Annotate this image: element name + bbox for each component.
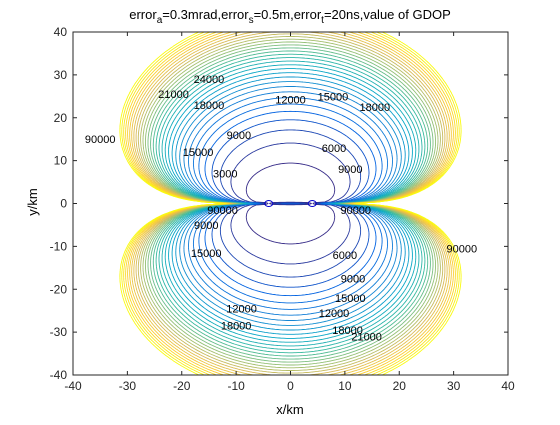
station-marker — [307, 200, 317, 207]
x-tick-label: -20 — [173, 379, 191, 393]
contour-label: 18000 — [359, 102, 390, 114]
contour-lines — [119, 32, 462, 375]
contour-label: 21000 — [351, 331, 382, 343]
contour-label: 21000 — [158, 89, 189, 101]
chart-title: errora=0.3mrad,errors=0.5m,errort=20ns,v… — [129, 7, 451, 26]
y-axis-ticks: -40 -30 -20 -10 0 10 20 30 40 — [50, 25, 508, 382]
contour-line-99000 — [119, 32, 462, 375]
contour-line-21000 — [192, 97, 389, 310]
x-axis-ticks: -40 -30 -20 -10 0 10 20 30 40 — [64, 32, 515, 393]
contour-label: 90000 — [446, 244, 477, 256]
x-tick-label: -10 — [227, 379, 245, 393]
contour-label: 15000 — [191, 248, 222, 260]
contour-label: 9000 — [338, 164, 362, 176]
contour-label: 18000 — [221, 321, 252, 333]
y-tick-label: 30 — [54, 68, 68, 82]
contour-label: 12000 — [319, 308, 350, 320]
contour-label: 6000 — [322, 143, 346, 155]
x-tick-label: 40 — [501, 379, 515, 393]
x-tick-label: 0 — [287, 379, 294, 393]
y-tick-label: 10 — [54, 154, 68, 168]
contour-label: 6000 — [333, 250, 357, 262]
x-tick-label: -40 — [64, 379, 82, 393]
x-tick-label: -30 — [119, 379, 137, 393]
contour-labels: 12000 15000180002100024000180001500090006… — [85, 74, 477, 343]
y-tick-label: -20 — [50, 282, 68, 296]
y-tick-label: 40 — [54, 25, 68, 39]
contour-line-15000 — [204, 110, 377, 297]
station-marker — [264, 200, 274, 207]
x-tick-label: 20 — [393, 379, 407, 393]
contour-label: 90000 — [85, 134, 116, 146]
contour-label: 15000 — [335, 293, 366, 305]
contour-label: 90000 — [340, 205, 371, 217]
contour-label: 12000 — [226, 304, 257, 316]
contour-line-24000 — [188, 91, 393, 316]
contour-label: 15000 — [183, 147, 214, 159]
y-tick-label: 0 — [60, 197, 67, 211]
y-tick-label: -30 — [50, 325, 68, 339]
contour-label: 24000 — [194, 74, 225, 86]
x-tick-label: 30 — [447, 379, 461, 393]
contour-label: 12000 — [275, 95, 306, 107]
station-markers — [264, 200, 317, 207]
contour-label: 18000 — [194, 100, 225, 112]
x-axis-label: x/km — [276, 402, 303, 417]
contour-label: 9000 — [227, 130, 251, 142]
contour-label: 9000 — [341, 274, 365, 286]
y-tick-label: 20 — [54, 111, 68, 125]
contour-label: 9000 — [194, 220, 218, 232]
x-tick-label: 10 — [338, 379, 352, 393]
y-tick-label: -10 — [50, 239, 68, 253]
contour-label: 15000 — [318, 91, 349, 103]
contour-line-9000 — [219, 129, 362, 278]
contour-label: 3000 — [213, 168, 237, 180]
contour-line-27000 — [183, 86, 398, 321]
y-tick-label: -40 — [50, 368, 68, 382]
contour-label: 90000 — [207, 205, 238, 217]
y-axis-label: y/km — [25, 188, 40, 215]
contour-label: 18000 — [332, 325, 363, 337]
